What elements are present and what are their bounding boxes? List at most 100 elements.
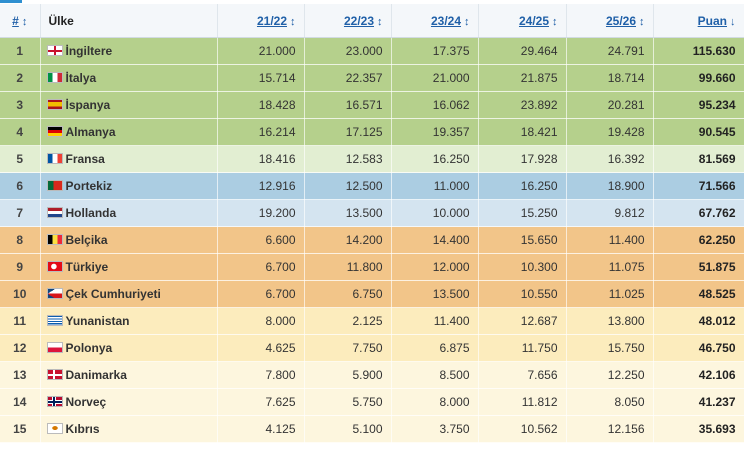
table-row[interactable]: 4 Almanya 16.214 17.125 19.357 18.421 19.428 90… [0, 118, 744, 146]
points-cell: 48.525 [653, 280, 744, 308]
rank-cell: 12 [0, 334, 41, 362]
country-cell[interactable]: Hollanda [40, 199, 218, 227]
season-score-cell: 12.687 [478, 307, 567, 335]
season-score-cell: 13.500 [304, 199, 392, 227]
country-column-header: Ülke [40, 4, 218, 38]
greece-flag-icon [46, 315, 63, 326]
season-score-cell: 8.000 [391, 388, 479, 416]
points-column-header[interactable]: Puan ↓ [653, 4, 744, 38]
season-score-cell: 11.075 [566, 253, 654, 281]
season-score-cell: 4.625 [217, 334, 305, 362]
points-cell: 48.012 [653, 307, 744, 335]
table-row[interactable]: 15 Kıbrıs 4.125 5.100 3.750 10.562 12.156 35.69… [0, 415, 744, 443]
season-score-cell: 16.392 [566, 145, 654, 173]
country-cell[interactable]: İtalya [40, 64, 218, 92]
country-name: Polonya [65, 341, 113, 355]
table-row[interactable]: 5 Fransa 18.416 12.583 16.250 17.928 16.392 81.… [0, 145, 744, 173]
season-header-label: 23/24 [430, 13, 461, 28]
country-cell[interactable]: Kıbrıs [40, 415, 218, 443]
rank-cell: 3 [0, 91, 41, 119]
season-column-header[interactable]: 22/23 ↕ [304, 4, 392, 38]
season-score-cell: 14.200 [304, 226, 392, 254]
rank-cell: 11 [0, 307, 41, 335]
rank-cell: 6 [0, 172, 41, 200]
season-score-cell: 12.000 [391, 253, 479, 281]
country-cell[interactable]: Danimarka [40, 361, 218, 389]
season-score-cell: 17.928 [478, 145, 567, 173]
season-score-cell: 7.625 [217, 388, 305, 416]
table-row[interactable]: 1 İngiltere 21.000 23.000 17.375 29.464 24.791… [0, 37, 744, 65]
portugal-flag-icon [46, 180, 63, 191]
season-score-cell: 6.600 [217, 226, 305, 254]
country-cell[interactable]: Norveç [40, 388, 218, 416]
season-score-cell: 17.375 [391, 37, 479, 65]
season-score-cell: 10.550 [478, 280, 567, 308]
country-name: Belçika [65, 233, 108, 247]
season-score-cell: 7.800 [217, 361, 305, 389]
points-cell: 67.762 [653, 199, 744, 227]
season-score-cell: 8.500 [391, 361, 479, 389]
table-row[interactable]: 14 Norveç 7.625 5.750 8.000 11.812 8.050 41.237 [0, 388, 744, 416]
country-cell[interactable]: Yunanistan [40, 307, 218, 335]
country-cell[interactable]: İspanya [40, 91, 218, 119]
table-row[interactable]: 13 Danimarka 7.800 5.900 8.500 7.656 12.250 42.… [0, 361, 744, 389]
rank-cell: 1 [0, 37, 41, 65]
country-cell[interactable]: Türkiye [40, 253, 218, 281]
netherlands-flag-icon [46, 207, 63, 218]
season-score-cell: 7.750 [304, 334, 392, 362]
rank-header-label: # [12, 13, 19, 28]
season-score-cell: 11.400 [391, 307, 479, 335]
table-row[interactable]: 2 İtalya 15.714 22.357 21.000 21.875 18.714 99.… [0, 64, 744, 92]
table-row[interactable]: 10 Çek Cumhuriyeti 6.700 6.750 13.500 10.550 1… [0, 280, 744, 308]
country-name: Portekiz [65, 179, 113, 193]
season-column-header[interactable]: 25/26 ↕ [566, 4, 654, 38]
country-cell[interactable]: Fransa [40, 145, 218, 173]
rank-cell: 13 [0, 361, 41, 389]
country-cell[interactable]: Çek Cumhuriyeti [40, 280, 218, 308]
table-row[interactable]: 3 İspanya 18.428 16.571 16.062 23.892 20.281 95… [0, 91, 744, 119]
season-score-cell: 4.125 [217, 415, 305, 443]
season-score-cell: 14.400 [391, 226, 479, 254]
table-row[interactable]: 12 Polonya 4.625 7.750 6.875 11.750 15.750 46.7… [0, 334, 744, 362]
country-cell[interactable]: İngiltere [40, 37, 218, 65]
season-score-cell: 23.892 [478, 91, 567, 119]
points-cell: 35.693 [653, 415, 744, 443]
season-score-cell: 11.000 [391, 172, 479, 200]
season-score-cell: 15.750 [566, 334, 654, 362]
season-score-cell: 17.125 [304, 118, 392, 146]
season-score-cell: 8.000 [217, 307, 305, 335]
table-row[interactable]: 11 Yunanistan 8.000 2.125 11.400 12.687 13.800… [0, 307, 744, 335]
season-column-header[interactable]: 23/24 ↕ [391, 4, 479, 38]
table-row[interactable]: 8 Belçika 6.600 14.200 14.400 15.650 11.400 62.… [0, 226, 744, 254]
spain-flag-icon [46, 99, 63, 110]
season-score-cell: 2.125 [304, 307, 392, 335]
country-cell[interactable]: Portekiz [40, 172, 218, 200]
points-cell: 62.250 [653, 226, 744, 254]
rank-column-header[interactable]: # ↕ [0, 4, 41, 38]
season-header-label: 21/22 [256, 13, 287, 28]
czech-flag-icon [46, 288, 63, 299]
table-row[interactable]: 9 Türkiye 6.700 11.800 12.000 10.300 11.075 51.… [0, 253, 744, 281]
country-cell[interactable]: Almanya [40, 118, 218, 146]
season-score-cell: 5.750 [304, 388, 392, 416]
country-name: Çek Cumhuriyeti [65, 287, 161, 301]
table-row[interactable]: 7 Hollanda 19.200 13.500 10.000 15.250 9.812 67… [0, 199, 744, 227]
season-score-cell: 7.656 [478, 361, 567, 389]
table-header-row: # ↕ Ülke 21/22 ↕ 22/23 ↕ 23/24 ↕ 24/25 ↕ 25/2… [0, 4, 744, 38]
points-cell: 115.630 [653, 37, 744, 65]
season-score-cell: 18.416 [217, 145, 305, 173]
season-score-cell: 24.791 [566, 37, 654, 65]
season-score-cell: 18.421 [478, 118, 567, 146]
italy-flag-icon [46, 72, 63, 83]
country-cell[interactable]: Belçika [40, 226, 218, 254]
season-column-header[interactable]: 21/22 ↕ [217, 4, 305, 38]
country-cell[interactable]: Polonya [40, 334, 218, 362]
season-column-header[interactable]: 24/25 ↕ [478, 4, 567, 38]
active-tab-indicator [0, 0, 22, 3]
sort-icon: ↕ [290, 15, 296, 28]
sorted-desc-icon: ↓ [730, 15, 736, 28]
season-score-cell: 11.750 [478, 334, 567, 362]
table-row[interactable]: 6 Portekiz 12.916 12.500 11.000 16.250 18.900 7… [0, 172, 744, 200]
points-cell: 42.106 [653, 361, 744, 389]
rank-cell: 14 [0, 388, 41, 416]
